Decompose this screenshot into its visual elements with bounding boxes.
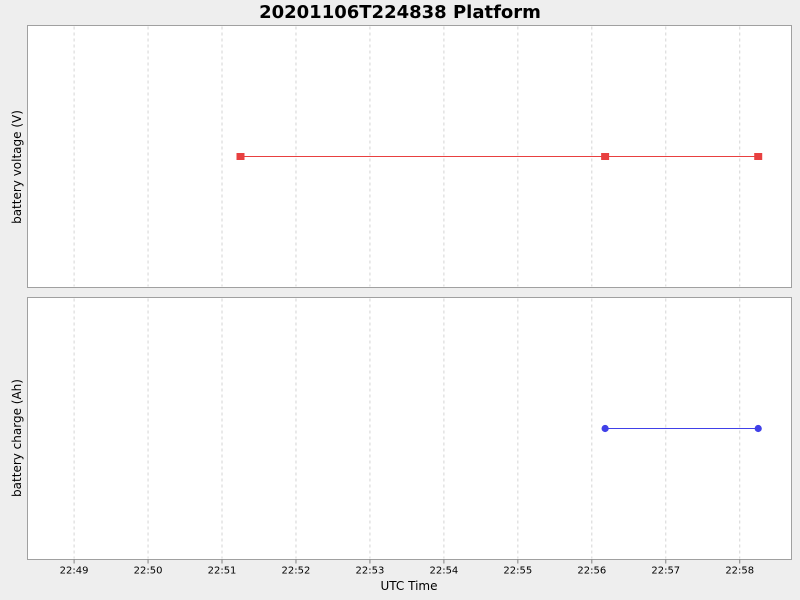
data-point-0-1	[601, 153, 610, 160]
grid-voltage	[73, 26, 741, 287]
x-tick-label: 22:53	[356, 566, 385, 577]
x-tick-label: 22:56	[577, 566, 606, 577]
series-charge	[601, 424, 762, 433]
x-tick-label: 22:49	[60, 566, 89, 577]
data-point-0-0	[236, 153, 245, 160]
x-tick-label: 22:57	[651, 566, 680, 577]
data-point-0-2	[754, 153, 763, 160]
grid-charge	[73, 298, 741, 559]
data-point-1-1	[754, 424, 762, 433]
data-point-1-0	[601, 424, 609, 433]
chart-title: 20201106T224838 Platform	[259, 2, 541, 23]
plot-panel-voltage: battery voltage (V)	[10, 25, 792, 288]
series-voltage	[236, 153, 763, 160]
y-axis-label-voltage: battery voltage (V)	[10, 110, 24, 224]
x-tick-label: 22:51	[208, 566, 237, 577]
y-axis-label-charge: battery charge (Ah)	[10, 379, 24, 497]
x-tick-label: 22:54	[429, 566, 458, 577]
x-axis: 22:49 22:50 22:51 22:52 22:53 22:54 22:55 22:56…	[60, 559, 754, 577]
x-tick-label: 22:55	[503, 566, 532, 577]
x-axis-label: UTC Time	[381, 579, 438, 593]
x-tick-label: 22:52	[282, 566, 311, 577]
x-tick-label: 22:58	[725, 566, 754, 577]
x-tick-label: 22:50	[134, 566, 163, 577]
plot-panel-charge: battery charge (Ah)	[10, 297, 792, 560]
